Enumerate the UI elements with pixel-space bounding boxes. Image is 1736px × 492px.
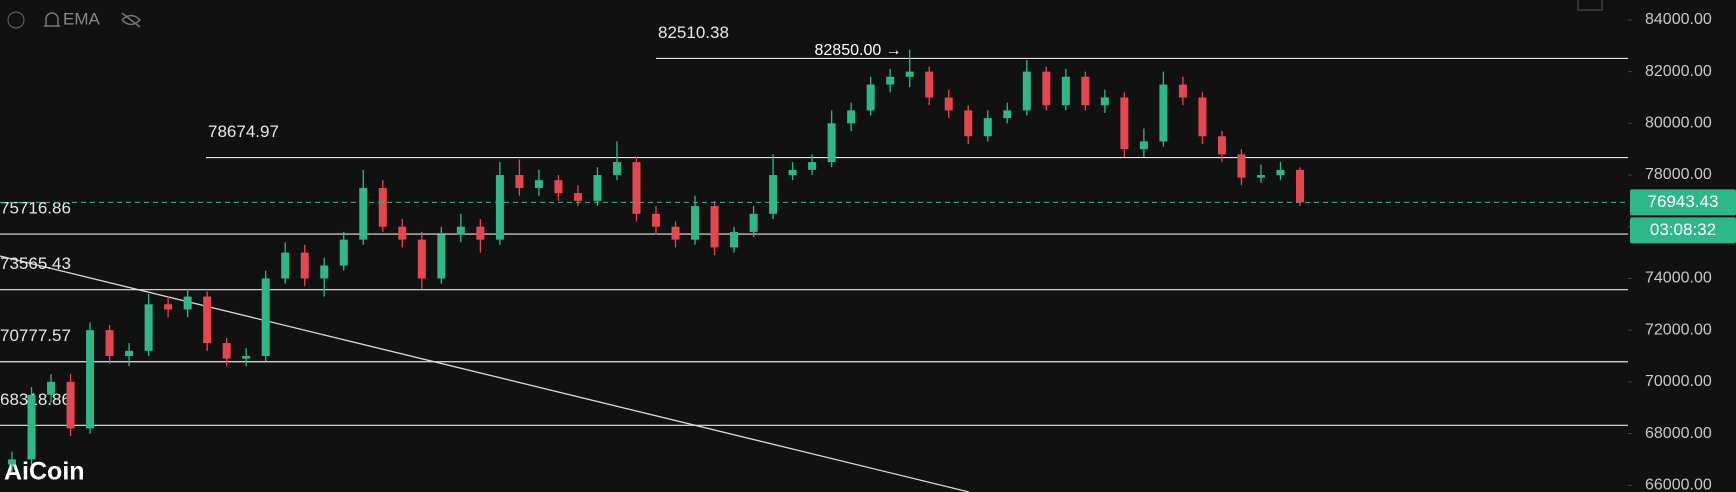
candle-body (1198, 97, 1207, 137)
candle-body (437, 234, 446, 279)
candle-body (320, 265, 329, 279)
candle-body (281, 252, 290, 279)
candle-body (1276, 169, 1285, 176)
candle-body (125, 350, 134, 357)
candle-body (534, 180, 543, 188)
candle-body (983, 118, 992, 137)
candle-body (964, 110, 973, 137)
candle-body (1237, 154, 1246, 178)
icon (7, 11, 25, 29)
candle-body (164, 304, 173, 310)
candle-body (1042, 71, 1051, 106)
candle-body (749, 213, 758, 232)
countdown-box (1630, 217, 1736, 244)
candle-body (1256, 175, 1265, 178)
candle-body (1081, 76, 1090, 106)
candle-body (144, 304, 153, 351)
candle-body (378, 187, 387, 227)
candle-body (66, 381, 75, 429)
candle-body (632, 162, 641, 214)
candle-body (788, 169, 797, 176)
candle-body (1061, 76, 1070, 106)
candle-body (808, 162, 817, 170)
candle-body (242, 356, 251, 359)
candle-body (1022, 71, 1031, 111)
candle-body (944, 97, 953, 111)
candle-body (456, 226, 465, 235)
candle-body (47, 381, 56, 395)
candle-body (593, 175, 602, 201)
candle-body (827, 123, 836, 163)
y-tick-label: 72000.00 (1645, 321, 1712, 338)
y-tick-label: 70000.00 (1645, 373, 1712, 390)
high-marker-label: 82850.00 → (815, 42, 902, 59)
candle-body (27, 394, 36, 460)
candle-body (1003, 110, 1012, 119)
candle-body (183, 296, 192, 310)
indicator-label[interactable]: EMA (63, 9, 101, 28)
level-label: 70777.57 (0, 326, 71, 345)
candle-body (730, 231, 739, 248)
candle-body (222, 343, 231, 359)
candle-body (612, 162, 621, 176)
candle-body (417, 239, 426, 279)
candle-body (261, 278, 270, 357)
candle-body (866, 84, 875, 111)
candle-body (203, 296, 212, 344)
candle-body (652, 213, 660, 227)
y-tick-label: 80000.00 (1645, 115, 1712, 132)
candle-body (515, 175, 524, 188)
y-tick-label: 78000.00 (1645, 166, 1712, 183)
level-label: 73565.43 (0, 254, 71, 273)
candle-body (398, 226, 407, 240)
button[interactable] (1577, 0, 1603, 11)
candle-body (8, 459, 16, 465)
candle-body (886, 76, 895, 85)
candle-body (691, 206, 700, 240)
y-tick-label: 68000.00 (1645, 425, 1712, 442)
eye-icon[interactable] (121, 12, 142, 28)
candle-body (86, 330, 95, 429)
candle-body (359, 187, 368, 240)
level-label: 82510.38 (658, 23, 729, 42)
candle-body (339, 239, 348, 266)
candle-body (1100, 97, 1109, 106)
candle-body (495, 175, 504, 240)
countdown-label: 03:08:32 (1650, 220, 1716, 239)
candle-body (1159, 84, 1168, 142)
candle-body (554, 180, 563, 194)
y-tick-label: 84000.00 (1645, 11, 1712, 28)
candle-body (1139, 141, 1148, 150)
last-price-label: 76943.43 (1648, 192, 1719, 211)
bell-icon (44, 12, 60, 27)
y-tick-label: 74000.00 (1645, 270, 1712, 287)
candle-body (1120, 97, 1129, 150)
level-label: 75716.86 (0, 199, 71, 218)
candle-body (769, 175, 778, 214)
candle-body (1296, 169, 1304, 203)
candle-body (847, 110, 856, 124)
y-tick-label: 82000.00 (1645, 63, 1712, 80)
candle-body (1178, 84, 1187, 98)
candle-body (710, 206, 719, 248)
watermark: AiCoin (4, 458, 85, 486)
candle-body (905, 71, 914, 77)
candle-body (105, 330, 114, 357)
trend-line (0, 255, 970, 492)
candle-body (925, 71, 934, 98)
candle-body (671, 226, 680, 240)
last-price-box (1630, 189, 1736, 216)
y-tick-label: 66000.00 (1645, 476, 1712, 492)
level-label: 78674.97 (208, 122, 279, 141)
candle-body (1217, 136, 1226, 155)
candle-body (573, 193, 582, 201)
candle-body (300, 252, 309, 279)
candle-body (476, 226, 485, 240)
